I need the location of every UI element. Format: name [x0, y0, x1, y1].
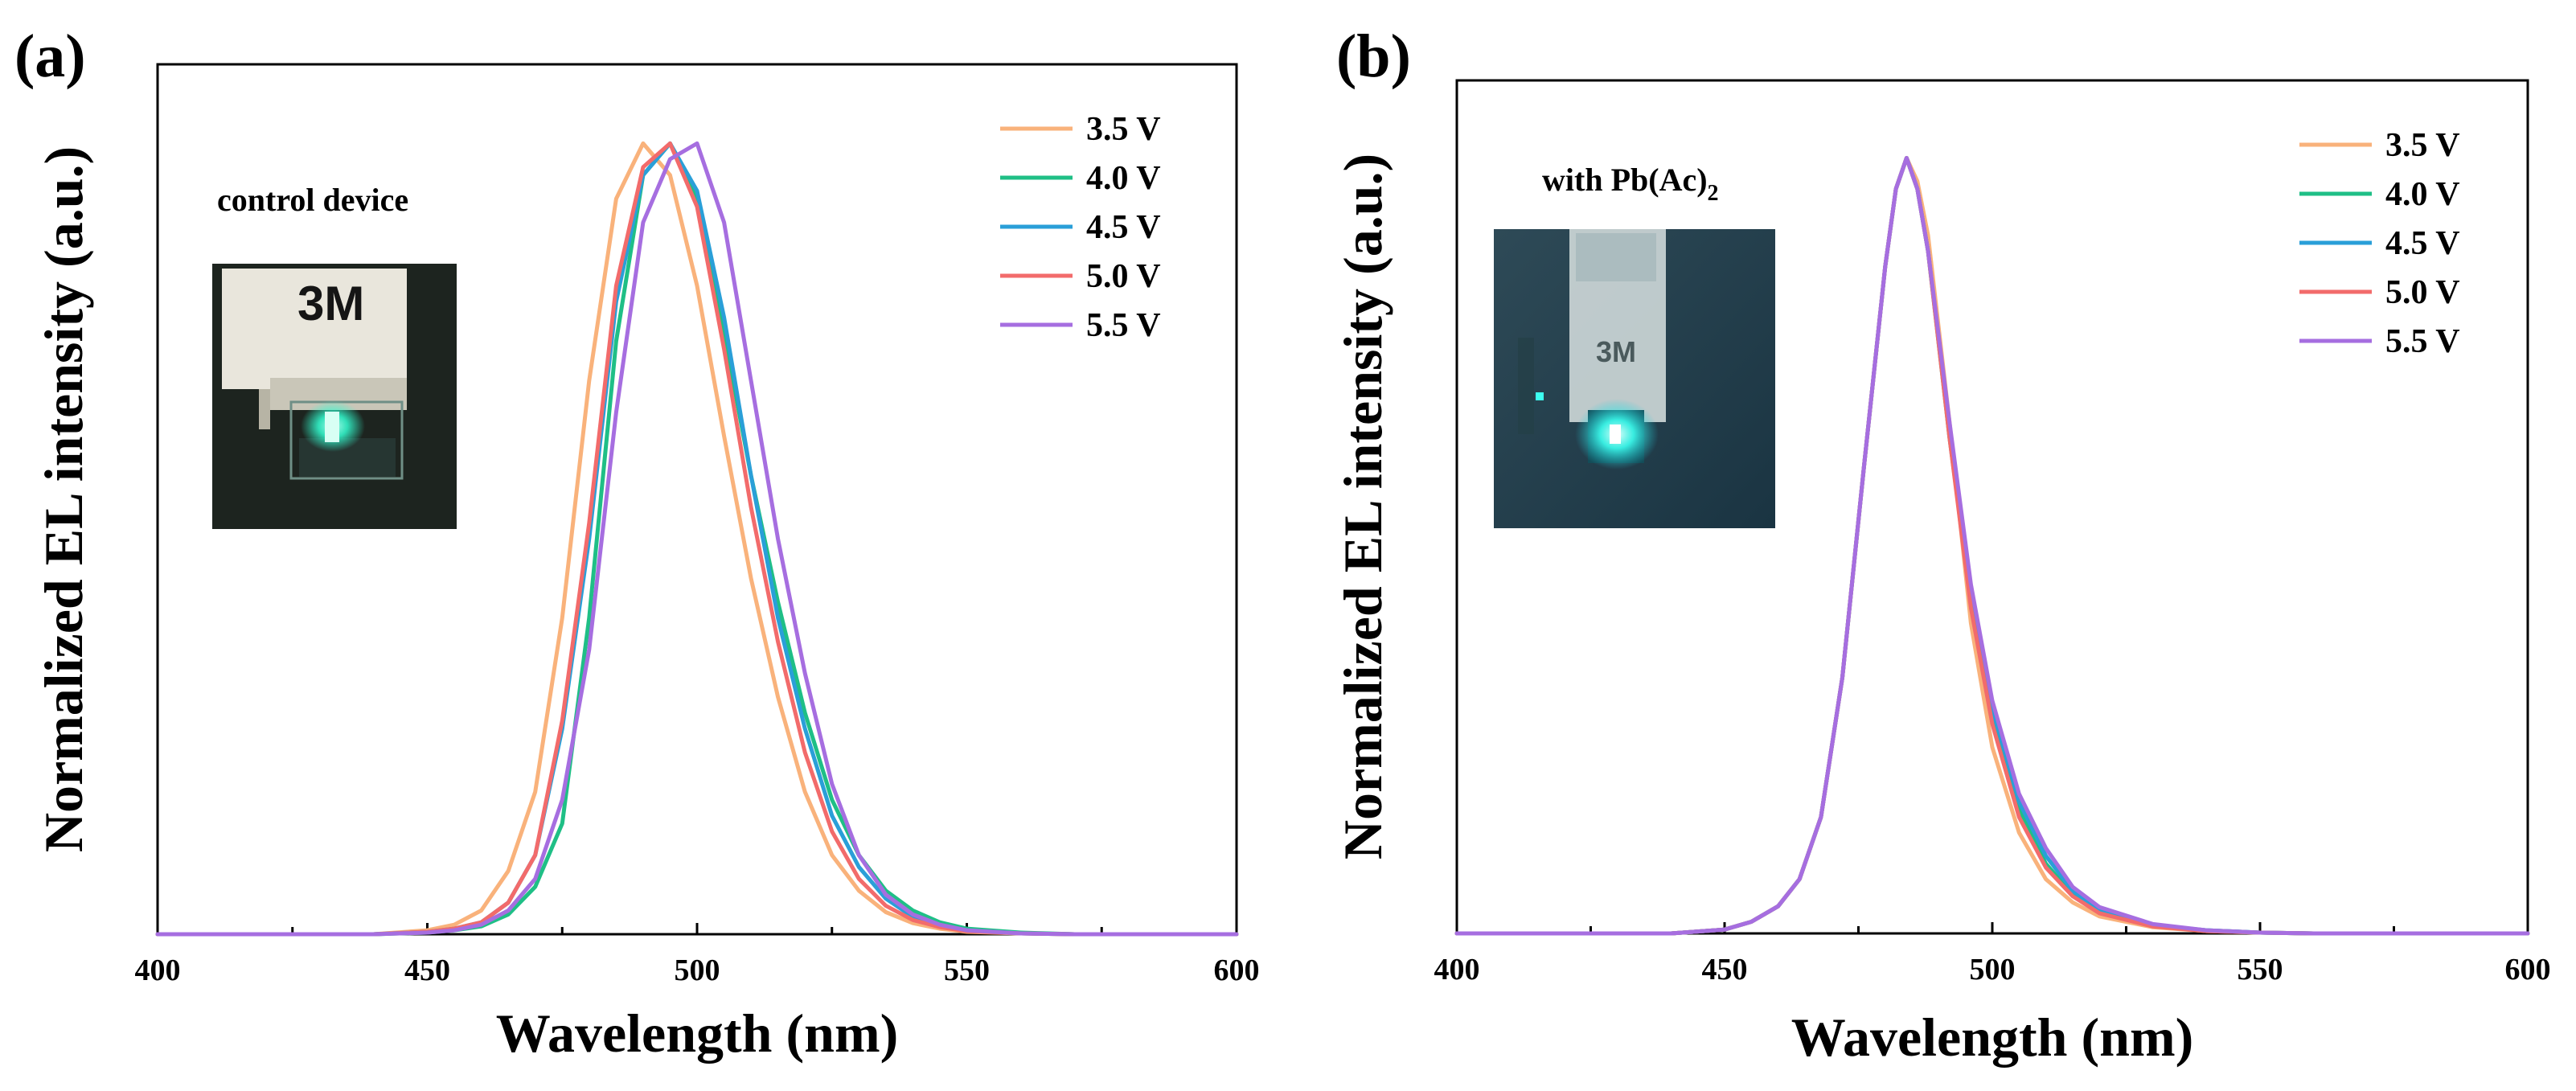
panel-a-photo-logo: 3M	[297, 277, 364, 330]
panel-b: (b) 400 450 500 550 600 with Pb(Ac)2 3M 3.5 …	[1332, 23, 2551, 1068]
x-tick-label: 500	[1970, 953, 2016, 986]
panel-b-y-axis-title: Normalized EL intensity (a.u.)	[1332, 154, 1393, 859]
series-line-5-5-v	[1454, 156, 2530, 936]
legend-label: 4.5 V	[2385, 225, 2460, 262]
legend-label: 3.5 V	[2385, 127, 2460, 164]
panel-b-photo-logo: 3M	[1596, 335, 1636, 368]
panel-a-x-ticks: 400 450 500 550 600	[135, 923, 1260, 987]
x-tick-label: 450	[404, 954, 450, 987]
x-tick-label: 550	[944, 954, 990, 987]
x-tick-label: 450	[1702, 953, 1748, 986]
x-tick-label: 500	[675, 954, 720, 987]
x-tick-label: 550	[2238, 953, 2283, 986]
x-tick-label: 600	[1214, 954, 1260, 987]
series-line-4-5-v	[155, 141, 1239, 937]
panel-a-x-axis-title: Wavelength (nm)	[496, 1003, 899, 1064]
panel-b-label: (b)	[1336, 23, 1411, 90]
panel-a-y-axis-title: Normalized EL intensity (a.u.)	[33, 146, 94, 852]
panel-b-inset-caption-main: with Pb(Ac)	[1542, 162, 1708, 198]
legend-label: 4.0 V	[1086, 160, 1161, 197]
legend-label: 4.5 V	[1086, 209, 1161, 246]
series-line-5-5-v	[155, 141, 1239, 937]
panel-b-inset-caption: with Pb(Ac)2	[1542, 162, 1719, 206]
panel-b-inset-caption-sub: 2	[1708, 181, 1719, 206]
legend-label: 3.5 V	[1086, 111, 1161, 148]
panel-a-label: (a)	[14, 23, 86, 90]
legend-label: 4.0 V	[2385, 176, 2460, 213]
panel-a-inset: control device 3M	[212, 182, 457, 529]
panel-b-x-axis-title: Wavelength (nm)	[1791, 1007, 2194, 1068]
x-tick-label: 400	[1434, 953, 1480, 986]
panel-a: (a) 400 450 500 550 600 control device 3M 3.…	[14, 23, 1260, 1064]
legend-label: 5.0 V	[2385, 274, 2460, 311]
series-line-5-0-v	[155, 141, 1239, 937]
legend-label: 5.0 V	[1086, 258, 1161, 295]
panel-b-legend: 3.5 V 4.0 V 4.5 V 5.0 V 5.5 V	[2299, 127, 2460, 360]
panel-a-legend: 3.5 V 4.0 V 4.5 V 5.0 V 5.5 V	[1000, 111, 1161, 344]
legend-label: 5.5 V	[1086, 307, 1161, 344]
panel-b-device-photo: 3M	[1494, 229, 1775, 528]
panel-a-device-photo: 3M	[212, 264, 457, 529]
x-tick-label: 400	[135, 954, 181, 987]
legend-label: 5.5 V	[2385, 323, 2460, 360]
panel-a-inset-caption: control device	[217, 182, 408, 218]
panel-b-x-ticks: 400 450 500 550 600	[1434, 922, 2551, 986]
panel-b-inset: with Pb(Ac)2 3M	[1494, 162, 1775, 528]
panel-b-curves	[1454, 156, 2530, 936]
x-tick-label: 600	[2505, 953, 2551, 986]
panel-a-curves	[155, 141, 1239, 937]
series-line-4-0-v	[155, 141, 1239, 937]
series-line-3-5-v	[155, 141, 1239, 937]
